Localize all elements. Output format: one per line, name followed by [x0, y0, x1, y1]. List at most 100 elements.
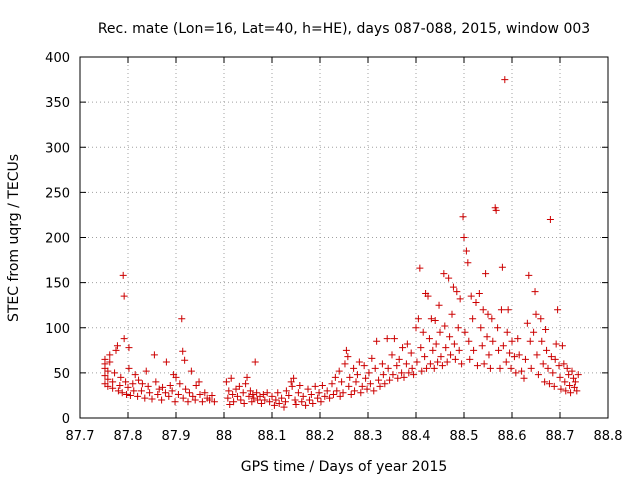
- data-point: [225, 387, 233, 395]
- data-point: [254, 396, 262, 404]
- data-point: [418, 367, 426, 375]
- data-point: [408, 364, 416, 372]
- x-tick-label: 87.7: [66, 429, 95, 444]
- data-point: [158, 396, 166, 404]
- x-tick-labels: 87.7 87.8 87.9 88 88.1 88.2 88.3 88.4 88.5 88.6 88…: [66, 429, 623, 444]
- data-point: [438, 362, 446, 370]
- data-point: [168, 387, 176, 395]
- data-point: [339, 389, 347, 397]
- data-point: [544, 364, 552, 372]
- data-point: [533, 351, 541, 359]
- data-point: [484, 310, 492, 318]
- data-point: [126, 391, 134, 399]
- data-point: [430, 364, 438, 372]
- data-point: [268, 392, 276, 400]
- data-point: [318, 382, 326, 390]
- data-point: [370, 387, 378, 395]
- data-point: [485, 351, 493, 359]
- y-tick-label: 50: [53, 367, 70, 382]
- data-point: [499, 342, 507, 350]
- data-point: [503, 328, 511, 336]
- y-tick-label: 200: [45, 232, 70, 247]
- data-point: [441, 322, 449, 330]
- data-point: [261, 396, 269, 404]
- data-points: [101, 76, 582, 411]
- data-point: [549, 369, 557, 377]
- data-point: [479, 306, 487, 314]
- data-point: [403, 340, 411, 348]
- plot-frame: [79, 56, 609, 419]
- data-point: [495, 346, 503, 354]
- data-point: [541, 378, 549, 386]
- data-point: [467, 292, 475, 300]
- data-point: [378, 360, 386, 368]
- data-point: [137, 387, 145, 395]
- x-tick-label: 88.2: [306, 429, 335, 444]
- data-point: [251, 358, 259, 366]
- data-point: [546, 215, 554, 223]
- data-point: [424, 292, 432, 300]
- data-point: [210, 398, 218, 406]
- data-point: [486, 364, 494, 372]
- data-point: [473, 362, 481, 370]
- data-point: [328, 380, 336, 388]
- data-point: [120, 292, 128, 300]
- data-point: [196, 391, 204, 399]
- data-point: [574, 371, 582, 379]
- data-point: [552, 340, 560, 348]
- data-point: [142, 367, 150, 375]
- data-point: [446, 333, 454, 341]
- data-point: [104, 382, 112, 390]
- x-tick-label: 88.1: [258, 429, 287, 444]
- data-point: [414, 315, 422, 323]
- data-point: [459, 213, 467, 221]
- data-point: [512, 369, 520, 377]
- data-point: [291, 396, 299, 404]
- data-point: [304, 385, 312, 393]
- data-point: [539, 360, 547, 368]
- data-point: [239, 389, 247, 397]
- data-point: [554, 306, 562, 314]
- data-point: [355, 358, 363, 366]
- data-point: [152, 378, 160, 386]
- data-point: [101, 372, 109, 380]
- y-tick-label: 100: [45, 322, 70, 337]
- data-point: [305, 396, 313, 404]
- data-point: [400, 373, 408, 381]
- data-point: [227, 374, 235, 382]
- data-point: [270, 401, 278, 409]
- data-point: [435, 301, 443, 309]
- data-point: [124, 383, 132, 391]
- data-point: [338, 378, 346, 386]
- data-point: [419, 328, 427, 336]
- data-point: [347, 391, 355, 399]
- data-point: [402, 360, 410, 368]
- data-point: [562, 387, 570, 395]
- data-point: [287, 378, 295, 386]
- data-point: [451, 355, 459, 363]
- data-point: [469, 315, 477, 323]
- data-point: [480, 360, 488, 368]
- data-point: [243, 373, 251, 381]
- data-point: [275, 400, 283, 408]
- data-point: [351, 387, 359, 395]
- data-point: [230, 398, 238, 406]
- data-point: [146, 389, 154, 397]
- data-point: [489, 337, 497, 345]
- data-point: [381, 380, 389, 388]
- data-point: [570, 383, 578, 391]
- data-point: [466, 355, 474, 363]
- data-point: [501, 76, 509, 84]
- data-point: [263, 389, 271, 397]
- data-point: [150, 351, 158, 359]
- data-point: [470, 346, 478, 354]
- data-point: [410, 371, 418, 379]
- data-point: [104, 367, 112, 375]
- data-point: [302, 401, 310, 409]
- data-point: [118, 389, 126, 397]
- data-point: [514, 335, 522, 343]
- data-point: [507, 364, 515, 372]
- data-point: [292, 400, 300, 408]
- data-point: [192, 382, 200, 390]
